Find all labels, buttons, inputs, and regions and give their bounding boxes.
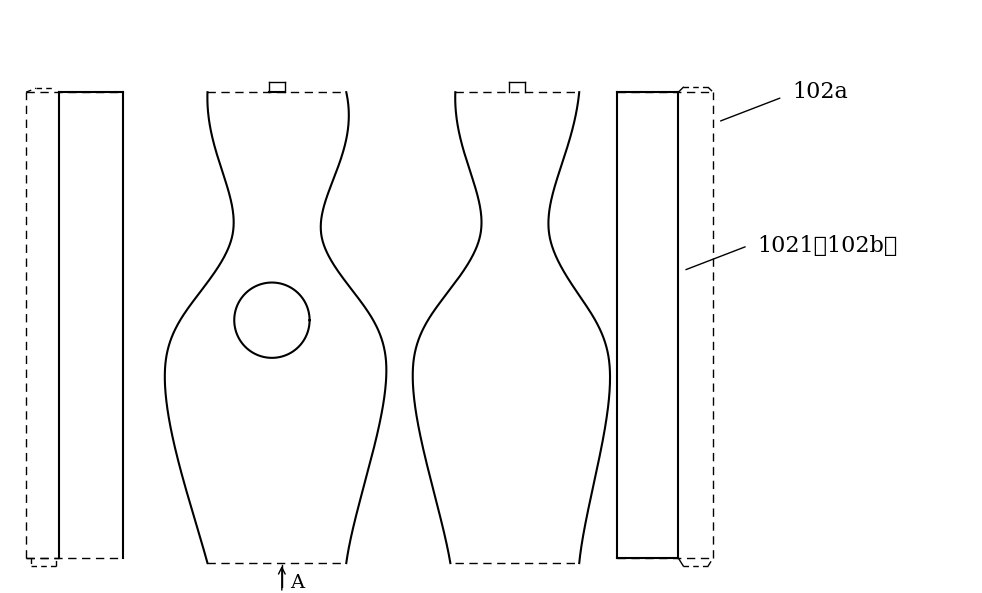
Text: 1021〈102b〉: 1021〈102b〉 [758,235,898,257]
Text: A: A [290,574,303,592]
Text: 102a: 102a [792,81,848,103]
